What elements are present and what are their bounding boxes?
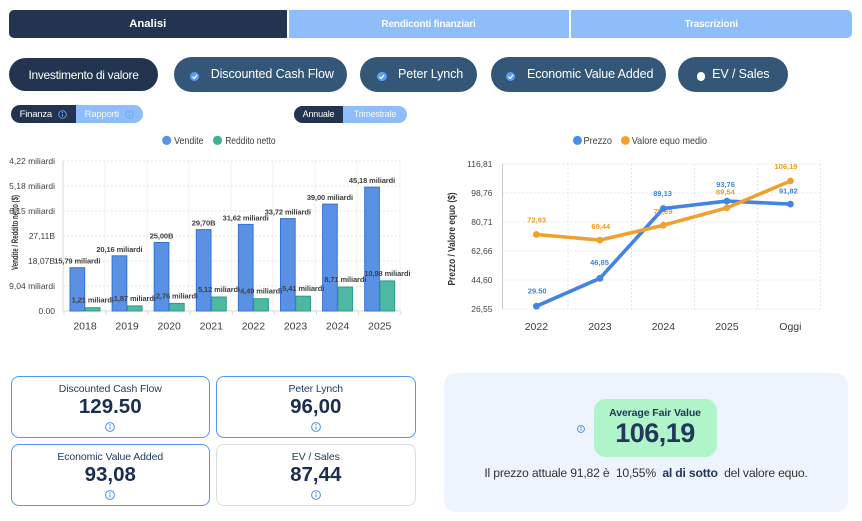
svg-text:2025: 2025	[715, 321, 739, 333]
svg-text:20,16 miliardi: 20,16 miliardi	[96, 245, 142, 254]
svg-text:5,12 miliardi: 5,12 miliardi	[198, 285, 240, 294]
svg-text:29,70B: 29,70B	[192, 219, 216, 228]
svg-text:2,76 miliardi: 2,76 miliardi	[156, 291, 198, 300]
svg-text:4,22 miliardi: 4,22 miliardi	[9, 156, 55, 166]
svg-text:2023: 2023	[588, 321, 612, 333]
svg-text:89,54: 89,54	[716, 188, 736, 197]
svg-text:8,71 miliardi: 8,71 miliardi	[324, 275, 366, 284]
svg-text:2021: 2021	[200, 321, 224, 333]
svg-text:18,07B: 18,07B	[28, 256, 55, 266]
svg-text:72,93: 72,93	[527, 215, 546, 224]
svg-text:Prezzo: Prezzo	[584, 135, 613, 147]
svg-text:2020: 2020	[158, 321, 182, 333]
svg-text:1,21 miliardi: 1,21 miliardi	[72, 296, 114, 305]
svg-text:89,13: 89,13	[653, 189, 672, 198]
svg-text:4,49 miliardi: 4,49 miliardi	[240, 287, 282, 296]
svg-text:27,11B: 27,11B	[29, 231, 56, 241]
svg-text:33,72 miliardi: 33,72 miliardi	[265, 208, 311, 217]
svg-text:Oggi: Oggi	[779, 321, 801, 333]
svg-text:2025: 2025	[368, 321, 392, 333]
svg-text:Prezzo / Valore equo ($): Prezzo / Valore equo ($)	[447, 193, 458, 286]
svg-text:0.00: 0.00	[38, 306, 55, 316]
svg-text:1,87 miliardi: 1,87 miliardi	[114, 294, 156, 303]
svg-text:9,04 miliardi: 9,04 miliardi	[9, 281, 55, 291]
svg-text:80,71: 80,71	[471, 217, 493, 227]
svg-text:5,18 miliardi: 5,18 miliardi	[9, 181, 55, 191]
svg-text:69,44: 69,44	[591, 222, 611, 231]
svg-text:2024: 2024	[652, 321, 676, 333]
svg-text:39,00 miliardi: 39,00 miliardi	[307, 193, 353, 202]
svg-text:Valore equo medio: Valore equo medio	[632, 135, 707, 147]
svg-text:31,62 miliardi: 31,62 miliardi	[223, 213, 269, 222]
svg-text:15,79 miliardi: 15,79 miliardi	[54, 257, 100, 266]
svg-text:2022: 2022	[242, 321, 266, 333]
svg-text:26,55: 26,55	[471, 304, 493, 314]
svg-text:29.50: 29.50	[528, 287, 547, 296]
svg-text:Reddito netto: Reddito netto	[225, 135, 276, 147]
svg-text:2023: 2023	[284, 321, 308, 333]
svg-text:Vendite: Vendite	[174, 135, 204, 147]
svg-text:2024: 2024	[326, 321, 350, 333]
svg-text:5,41 miliardi: 5,41 miliardi	[282, 284, 324, 293]
svg-text:98,76: 98,76	[471, 188, 493, 198]
svg-text:106,19: 106,19	[775, 162, 798, 171]
svg-text:91,82: 91,82	[779, 186, 798, 195]
svg-text:62,66: 62,66	[471, 246, 493, 256]
svg-text:2019: 2019	[115, 321, 139, 333]
svg-text:46,85: 46,85	[590, 258, 609, 267]
svg-text:25,00B: 25,00B	[150, 232, 174, 241]
svg-text:2018: 2018	[73, 321, 97, 333]
svg-text:2022: 2022	[525, 321, 549, 333]
svg-text:44,60: 44,60	[471, 275, 493, 285]
svg-text:6,15 miliardi: 6,15 miliardi	[9, 206, 55, 216]
svg-text:10,98 miliardi: 10,98 miliardi	[364, 269, 410, 278]
svg-text:116,81: 116,81	[467, 159, 493, 169]
svg-text:Vendite / Reddito netto ($): Vendite / Reddito netto ($)	[10, 195, 20, 270]
svg-text:93,76: 93,76	[716, 180, 735, 189]
svg-text:45,18 miliardi: 45,18 miliardi	[349, 176, 395, 185]
